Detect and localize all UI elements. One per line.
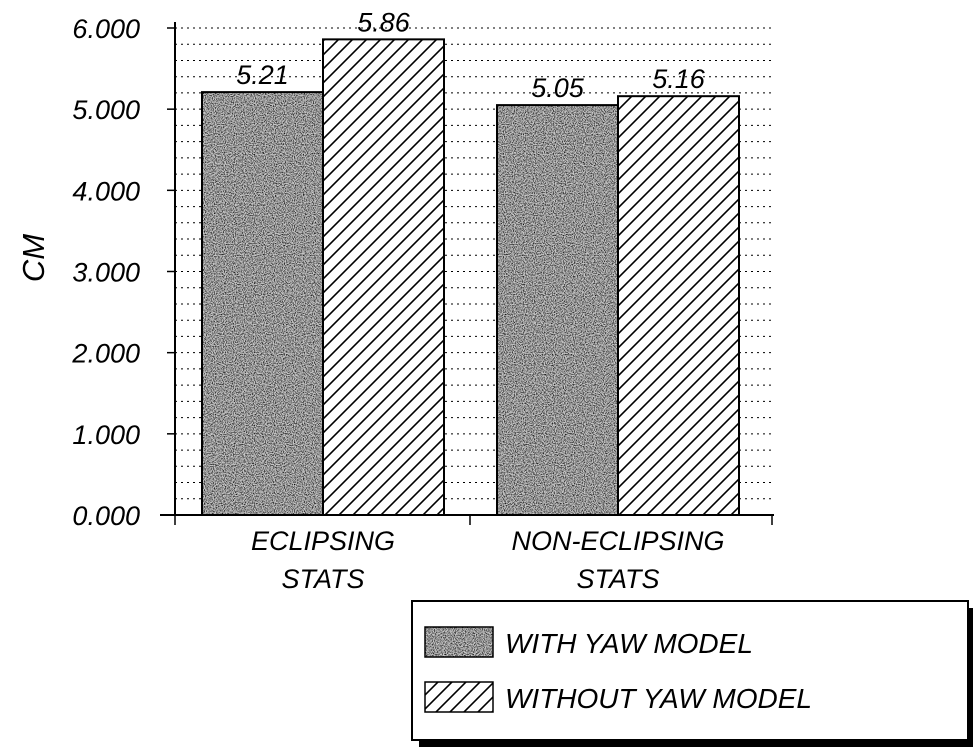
y-tick-label: 3.000	[72, 258, 140, 288]
data-label: 5.21	[236, 60, 289, 90]
y-tick-label: 5.000	[72, 95, 140, 125]
y-tick-label: 2.000	[71, 339, 140, 369]
bar	[617, 95, 740, 517]
data-label: 5.05	[531, 73, 585, 103]
x-category-label: STATS	[576, 564, 659, 594]
legend-label: WITH YAW MODEL	[505, 628, 753, 659]
y-axis-title: CM	[16, 234, 51, 282]
bars	[201, 38, 740, 517]
labels: 0.000 1.000 2.000 3.000 4.000 5.000 6.000 5.21 5…	[71, 7, 724, 594]
legend-label: WITHOUT YAW MODEL	[505, 683, 812, 714]
legend-swatch-stipple	[425, 627, 493, 657]
legend-swatch	[424, 626, 494, 658]
legend-swatch	[424, 681, 494, 713]
y-tick-label: 1.000	[72, 420, 140, 450]
axes	[160, 22, 774, 525]
bar	[322, 38, 445, 516]
bar-stipple	[497, 105, 618, 515]
data-label: 5.16	[652, 64, 706, 94]
y-tick-label: 4.000	[72, 176, 140, 206]
legend: WITH YAW MODEL WITHOUT YAW MODEL	[411, 600, 973, 747]
x-category-label: ECLIPSING	[251, 526, 395, 556]
legend-box	[411, 600, 969, 741]
bar-stipple	[202, 92, 323, 515]
y-tick-label: 6.000	[72, 14, 140, 44]
x-category-label: NON-ECLIPSING	[511, 526, 724, 556]
data-label: 5.86	[357, 7, 411, 37]
x-category-label: STATS	[281, 564, 364, 594]
y-tick-label: 0.000	[72, 501, 140, 531]
